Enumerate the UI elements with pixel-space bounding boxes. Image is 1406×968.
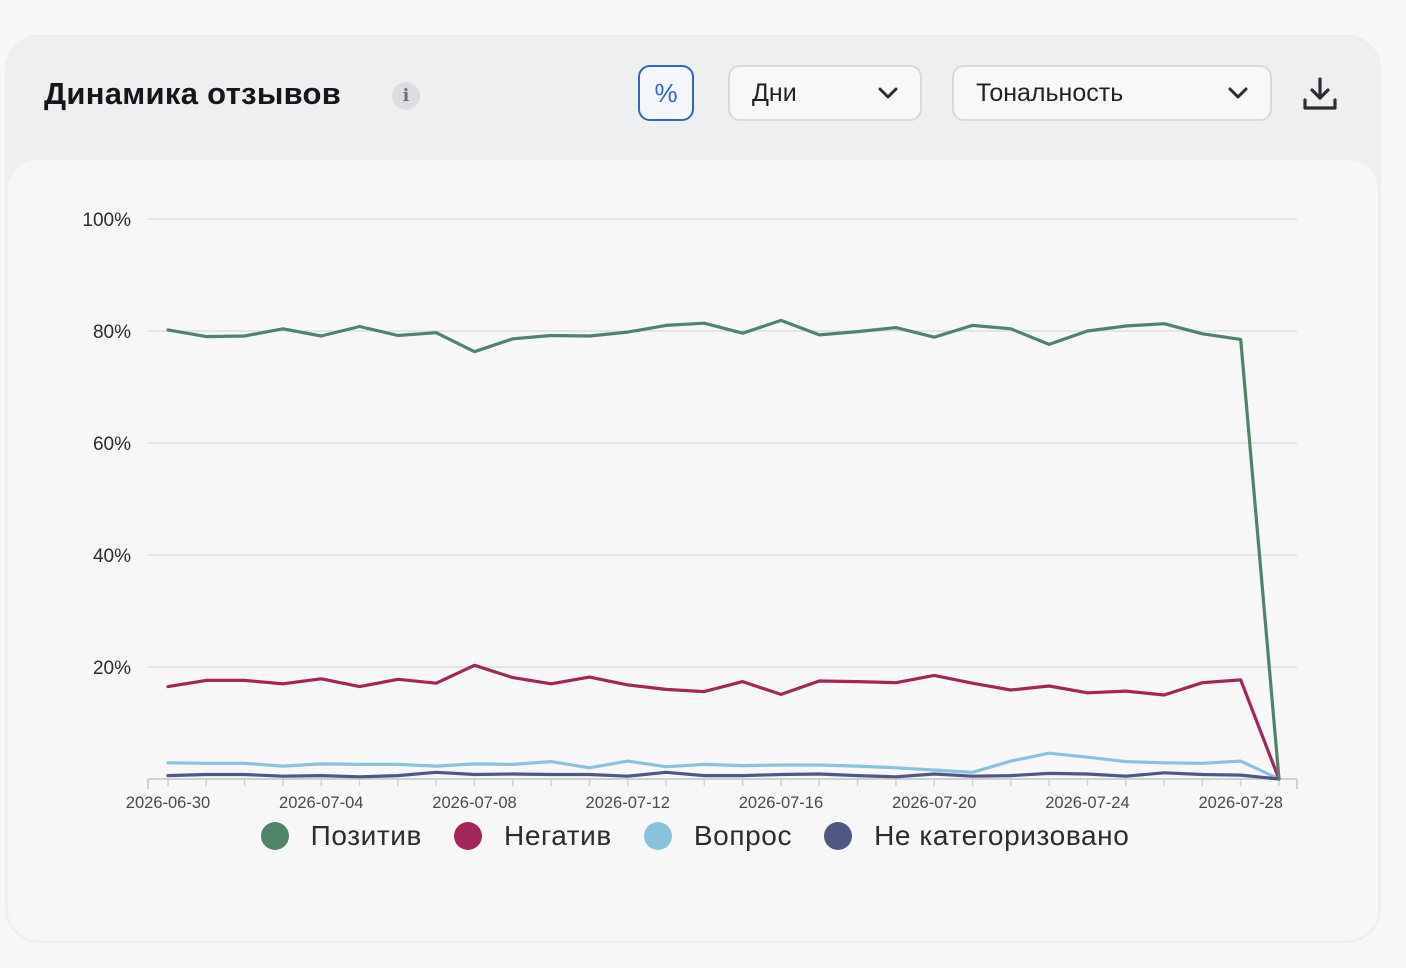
x-tick-label: 2026-07-28: [1198, 794, 1282, 812]
line-chart: 100% 80% 60% 40% 20% 2026-06-30 2026-07-04 2026…: [82, 210, 1298, 812]
info-icon[interactable]: i: [392, 82, 420, 110]
legend-item-uncategorized[interactable]: Не категоризовано: [824, 820, 1129, 852]
card-header: Динамика отзывов i % Дни Тональность: [6, 36, 1380, 160]
legend-label-question: Вопрос: [693, 820, 793, 851]
percent-toggle-label: %: [654, 77, 678, 108]
chevron-down-icon: [1228, 87, 1248, 99]
series-line-3[interactable]: [166, 770, 1281, 781]
x-tick-label: 2026-07-12: [586, 794, 670, 812]
chart-panel: [8, 160, 1378, 940]
tone-select-value: Тональность: [976, 78, 1124, 107]
tone-select[interactable]: Тональность: [952, 65, 1272, 121]
x-tick-label: 2026-07-20: [892, 794, 976, 812]
legend-dot-negative: [454, 822, 483, 850]
period-select[interactable]: Дни: [728, 65, 922, 121]
chevron-down-icon: [878, 87, 898, 99]
legend-label-negative: Негатив: [504, 820, 612, 851]
series-line-2[interactable]: [166, 751, 1281, 781]
reviews-dynamics-card: Динамика отзывов i % Дни Тональность: [6, 36, 1380, 942]
x-tick-label: 2026-07-08: [432, 794, 516, 812]
x-tick-label: 2026-07-04: [279, 794, 363, 812]
y-tick-label: 40%: [93, 546, 131, 567]
legend-dot-question: [643, 822, 672, 850]
x-tick-label: 2026-06-30: [126, 794, 210, 812]
legend-dot-positive: [260, 822, 289, 850]
legend-item-negative[interactable]: Негатив: [454, 820, 612, 852]
x-tick-label: 2026-07-16: [739, 794, 823, 812]
legend-dot-uncategorized: [824, 822, 853, 850]
y-tick-label: 100%: [82, 210, 131, 231]
series-line-1[interactable]: [166, 663, 1281, 781]
series-line-0[interactable]: [166, 318, 1281, 781]
x-tick-label: 2026-07-24: [1045, 794, 1129, 812]
percent-toggle-button[interactable]: %: [638, 65, 694, 121]
y-tick-label: 60%: [93, 434, 131, 455]
y-tick-label: 80%: [93, 322, 131, 343]
legend-item-question[interactable]: Вопрос: [643, 820, 793, 852]
y-tick-label: 20%: [93, 658, 131, 679]
download-icon[interactable]: [1302, 76, 1338, 112]
legend-label-positive: Позитив: [310, 820, 423, 851]
chart-legend: Позитив Негатив Вопрос Не категоризовано: [0, 820, 1390, 852]
period-select-value: Дни: [752, 78, 797, 107]
legend-label-uncategorized: Не категоризовано: [874, 820, 1130, 851]
page-title: Динамика отзывов: [44, 76, 342, 111]
legend-item-positive[interactable]: Позитив: [260, 820, 423, 852]
